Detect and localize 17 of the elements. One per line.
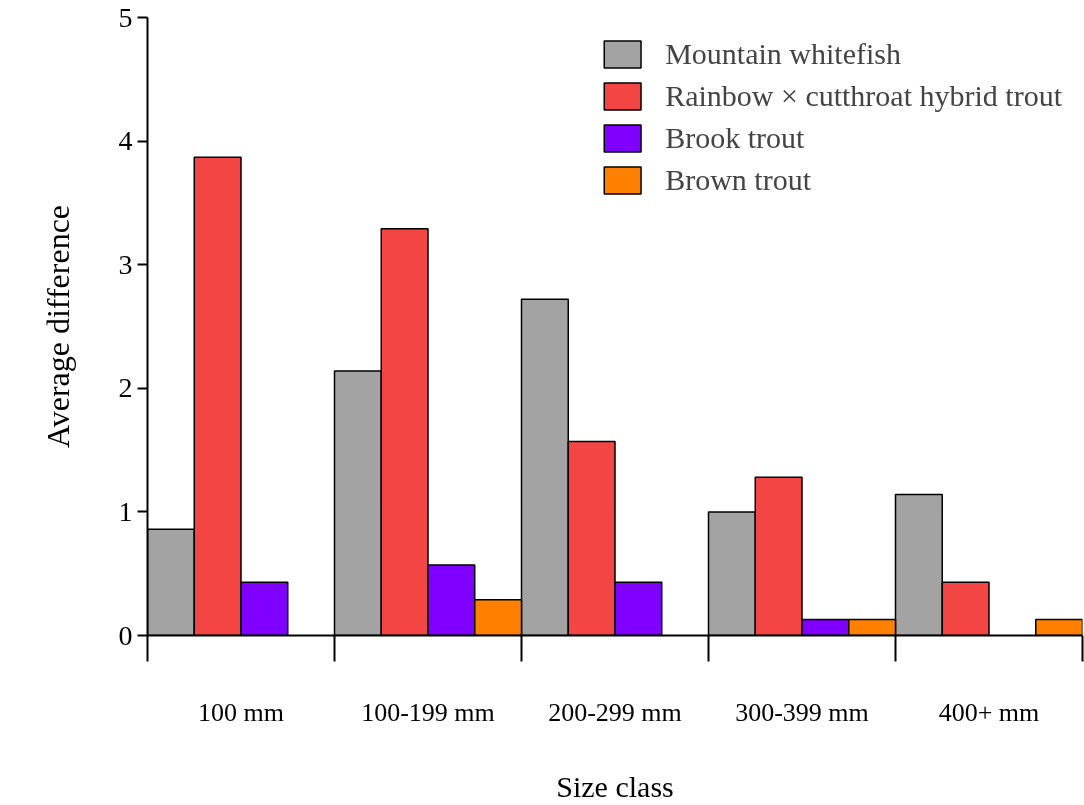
y-tick-label: 2 bbox=[118, 372, 133, 404]
legend-label: Brown trout bbox=[665, 163, 811, 197]
y-axis-title: Average difference bbox=[39, 204, 76, 449]
x-tick-label: 100-199 mm bbox=[361, 697, 495, 727]
y-tick-label: 1 bbox=[118, 495, 133, 527]
legend-label: Rainbow × cutthroat hybrid trout bbox=[665, 79, 1062, 113]
x-tick-label: 100 mm bbox=[198, 697, 284, 727]
legend-label: Mountain whitefish bbox=[665, 37, 901, 71]
y-tick-label: 5 bbox=[118, 1, 133, 33]
x-axis-title: Size class bbox=[556, 769, 674, 803]
x-tick-label: 200-299 mm bbox=[548, 697, 682, 727]
legend-label: Brook trout bbox=[665, 121, 805, 155]
x-tick-label: 400+ mm bbox=[938, 697, 1040, 727]
y-tick-label: 0 bbox=[118, 619, 133, 651]
y-tick-label: 4 bbox=[118, 125, 133, 157]
y-tick-label: 3 bbox=[118, 248, 133, 280]
x-tick-label: 300-399 mm bbox=[735, 697, 869, 727]
